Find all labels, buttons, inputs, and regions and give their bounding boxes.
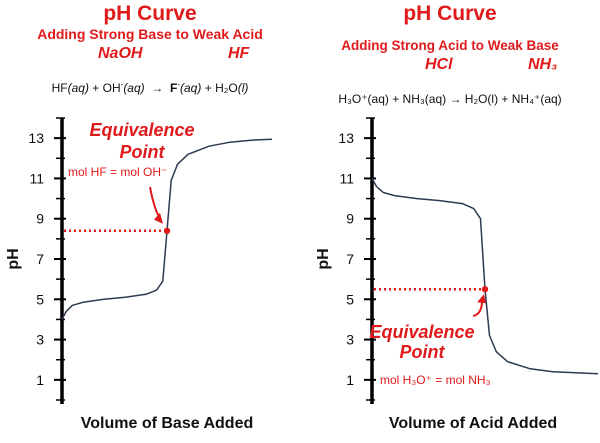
eq-charge: - [177, 80, 181, 89]
eq-state: (aq) [180, 81, 202, 95]
y-axis-title: pH [5, 248, 22, 269]
reagent-base: NaOH [98, 45, 143, 62]
y-tick-label: 11 [29, 170, 44, 186]
chart-subtitle: Adding Strong Base to Weak Acid [37, 26, 263, 42]
panel-right: pH Curve Adding Strong Acid to Weak Base… [300, 0, 600, 443]
eq-reactant1: HF [51, 81, 68, 95]
reaction-equation: HF(aq) + OH-(aq) → F-(aq) + H₂O(l) [0, 80, 300, 95]
eq-state: (aq) [67, 81, 89, 95]
eq-plus: + [92, 81, 100, 95]
y-tick-label: 9 [36, 211, 44, 227]
y-tick-label: 13 [28, 130, 44, 146]
y-tick-label: 1 [346, 372, 354, 388]
chart-subtitle: Adding Strong Acid to Weak Base [341, 38, 559, 53]
y-axis-title: pH [315, 248, 332, 269]
eq-reactant2: OH [102, 81, 121, 95]
annotation-arrowhead [154, 212, 163, 224]
reagent-acid: HF [228, 45, 250, 62]
equivalence-label-line2: Point [120, 142, 166, 162]
reagent-acid: HCl [425, 56, 453, 73]
equivalence-label-line2: Point [400, 342, 446, 362]
titration-curve [371, 178, 599, 375]
annotation-arrowhead [477, 294, 486, 304]
equivalence-point-marker [481, 286, 489, 293]
eq-state: (l) [237, 81, 249, 95]
y-tick-label: 7 [346, 251, 354, 267]
reaction-equation: H₃O⁺(aq) + NH₃(aq) → H₂O(l) + NH₄⁺(aq) [338, 92, 562, 106]
eq-arrow: → [151, 81, 164, 95]
eq-charge: - [120, 80, 124, 89]
y-tick-label: 3 [36, 332, 44, 348]
equivalence-condition: mol HF = mol OH⁻ [68, 165, 167, 179]
y-tick-label: 13 [338, 130, 354, 146]
reagent-base: NH₃ [528, 56, 558, 73]
eq-product1: F [170, 81, 178, 95]
chart-title: pH Curve [103, 2, 197, 25]
panel-left: pH Curve Adding Strong Base to Weak Acid… [0, 2, 300, 432]
chart-title: pH Curve [403, 2, 497, 25]
y-tick-label: 5 [36, 291, 44, 307]
equivalence-label-line1: Equivalence [369, 322, 474, 342]
y-tick-label: 11 [339, 170, 354, 186]
y-tick-label: 1 [36, 372, 44, 388]
eq-plus: + [204, 81, 212, 95]
equivalence-point-marker [163, 227, 171, 234]
y-tick-label: 9 [346, 211, 354, 227]
eq-product2: H₂O [215, 81, 238, 95]
eq-state: (aq) [123, 81, 145, 95]
y-tick-label: 5 [346, 291, 354, 307]
equivalence-condition: mol H₃O⁺ = mol NH₃ [380, 373, 491, 387]
equivalence-label-line1: Equivalence [89, 120, 194, 140]
titration-curve [61, 138, 273, 320]
y-tick-label: 3 [346, 332, 354, 348]
y-tick-label: 7 [36, 251, 44, 267]
x-axis-title: Volume of Acid Added [389, 415, 557, 432]
x-axis-title: Volume of Base Added [81, 415, 253, 432]
